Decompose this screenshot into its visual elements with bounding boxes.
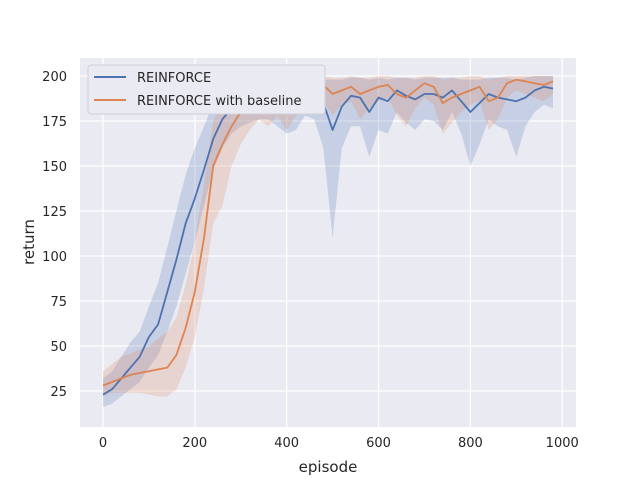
x-tick-label: 0 <box>99 436 107 451</box>
legend-label-reinforce-baseline: REINFORCE with baseline <box>137 94 302 109</box>
y-tick-label: 75 <box>50 295 67 310</box>
y-tick-labels: 25 50 75 100 125 150 175 200 <box>42 70 67 400</box>
series-line-1 <box>102 78 554 387</box>
x-tick-label: 200 <box>182 436 207 451</box>
y-tick-label: 125 <box>42 205 67 220</box>
y-tick-label: 150 <box>42 160 67 175</box>
x-tick-labels: 0 200 400 600 800 1000 <box>99 436 579 451</box>
y-tick-label: 100 <box>42 250 67 265</box>
y-tick-label: 200 <box>42 70 67 85</box>
series-line-0 <box>102 85 554 396</box>
grid <box>80 58 576 427</box>
x-tick-label: 800 <box>458 436 483 451</box>
y-tick-label: 50 <box>50 340 67 355</box>
y-tick-label: 175 <box>42 115 67 130</box>
legend: REINFORCE REINFORCE with baseline <box>87 64 326 115</box>
x-tick-label: 600 <box>366 436 391 451</box>
legend-label-reinforce: REINFORCE <box>137 71 211 86</box>
x-tick-label: 1000 <box>546 436 579 451</box>
y-tick-label: 25 <box>50 385 67 400</box>
plot-area <box>80 58 576 427</box>
series-lines <box>102 78 554 396</box>
x-axis-label: episode <box>299 458 358 476</box>
confidence-band-1 <box>103 76 553 397</box>
y-axis-label: return <box>20 219 38 265</box>
legend-box <box>87 64 326 115</box>
x-tick-label: 400 <box>274 436 299 451</box>
